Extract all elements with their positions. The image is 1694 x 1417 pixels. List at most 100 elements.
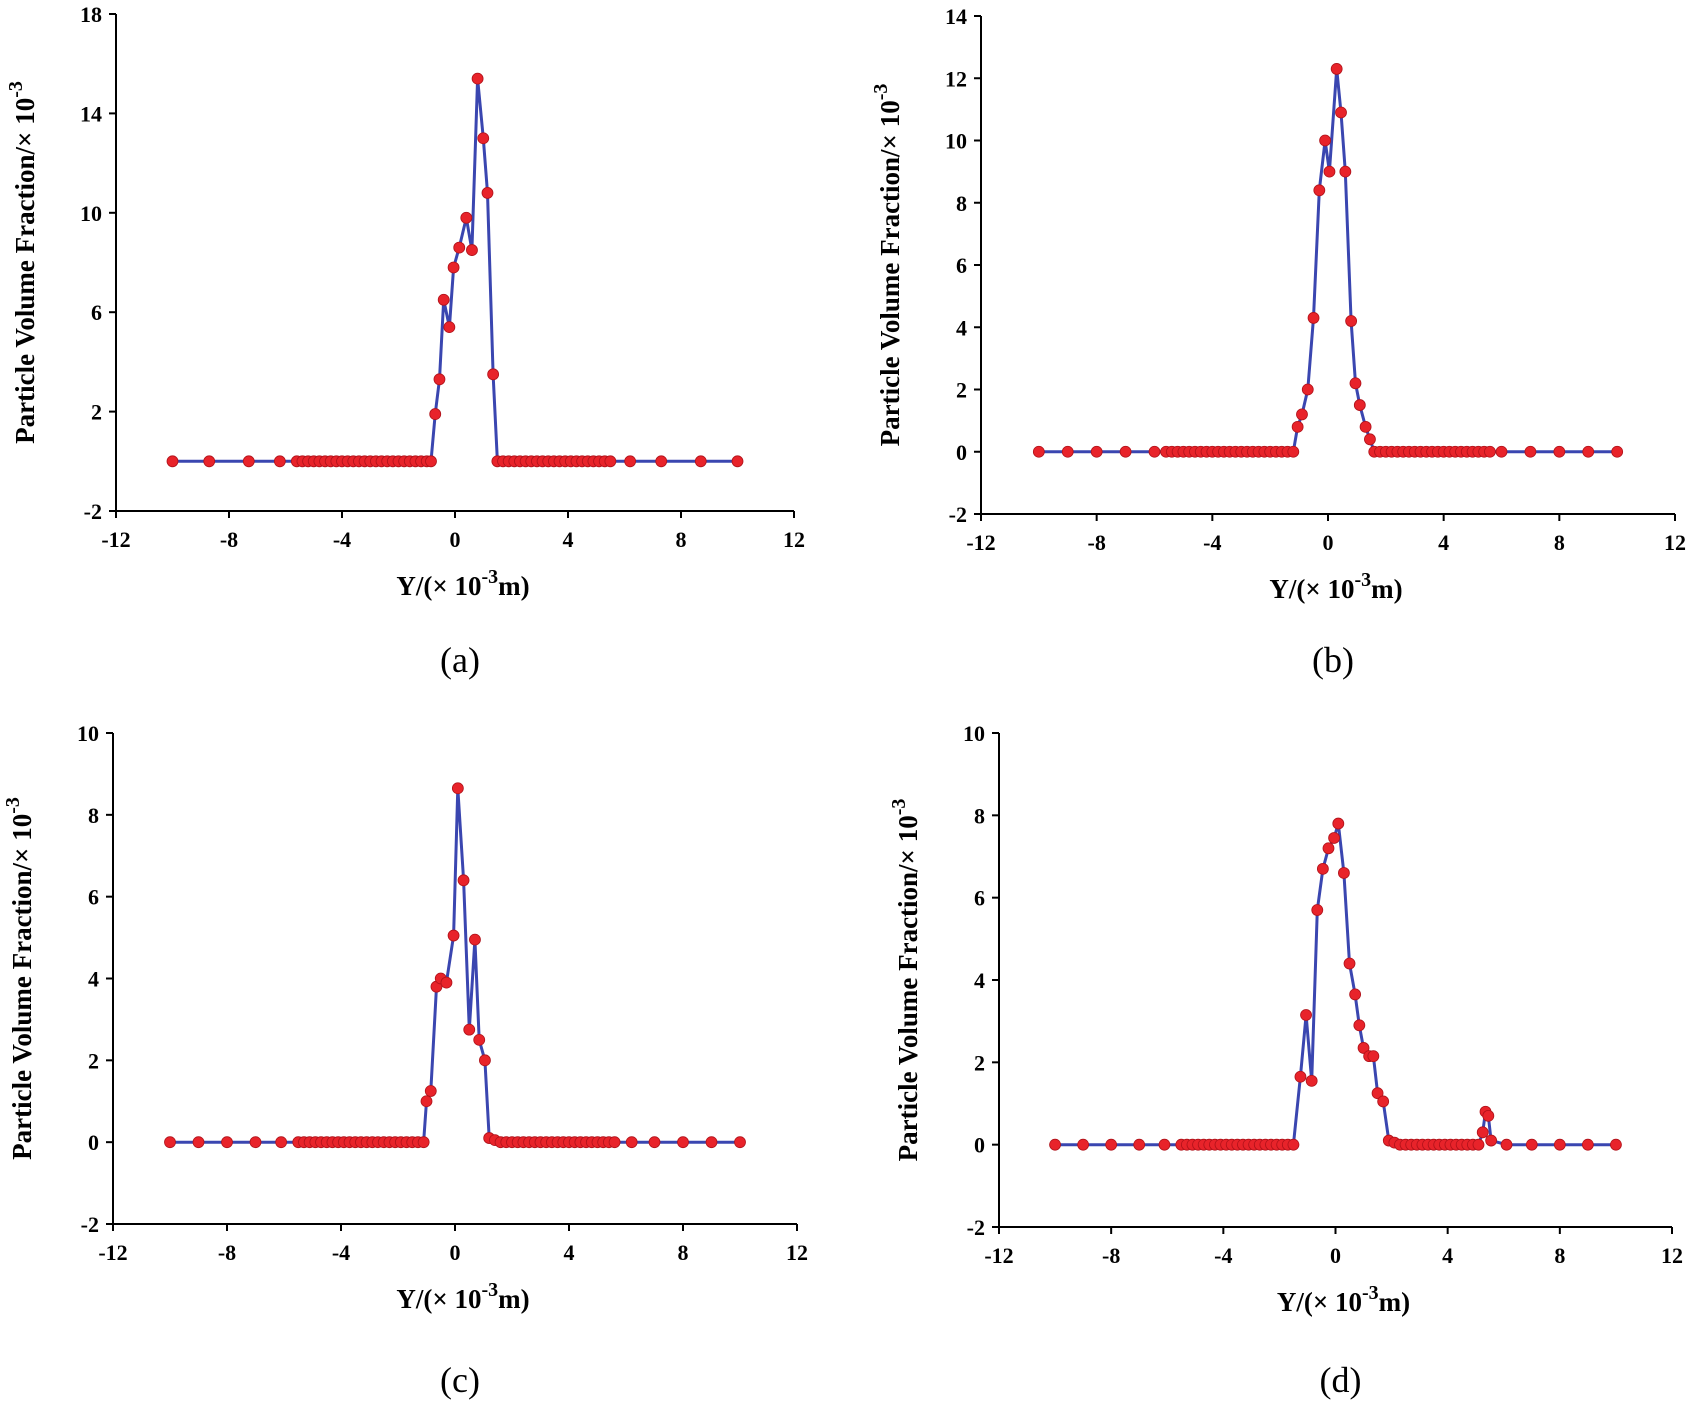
x-tick-label: 12 — [1661, 1243, 1683, 1268]
data-point — [487, 368, 500, 381]
data-point — [469, 933, 481, 946]
subplot-caption: (a) — [440, 640, 480, 680]
data-point — [1476, 1126, 1489, 1139]
y-tick-label: 6 — [88, 885, 99, 910]
series-line — [170, 788, 740, 1144]
data-point — [1307, 312, 1320, 324]
data-point — [655, 455, 668, 468]
y-tick-label: 8 — [974, 803, 985, 828]
data-point — [1581, 1138, 1594, 1151]
data-point — [447, 261, 460, 274]
x-tick-label: 0 — [1323, 530, 1334, 555]
data-point — [1323, 165, 1336, 178]
data-point — [1349, 377, 1362, 390]
data-point — [1377, 1095, 1390, 1108]
y-tick-label: 10 — [80, 201, 102, 226]
y-tick-label: 4 — [974, 968, 985, 993]
data-point — [1090, 445, 1103, 458]
data-point — [1133, 1138, 1146, 1151]
data-point — [624, 455, 637, 468]
data-point — [1500, 1138, 1513, 1151]
data-point — [1158, 1138, 1171, 1151]
data-point — [192, 1136, 205, 1149]
y-tick-label: 8 — [956, 191, 967, 216]
y-tick-label: 4 — [88, 967, 99, 992]
x-tick-label: 4 — [1442, 1243, 1453, 1268]
data-point — [1472, 1138, 1485, 1151]
data-point — [1525, 1138, 1538, 1151]
y-tick-label: 8 — [88, 803, 99, 828]
x-tick-label: 12 — [783, 527, 805, 552]
data-point — [425, 455, 437, 468]
x-axis-label: Y/(× 10-3m) — [1269, 569, 1402, 604]
data-point — [1300, 1009, 1312, 1021]
data-point — [451, 782, 464, 795]
data-point — [420, 1095, 433, 1108]
y-tick-label: -2 — [967, 1215, 985, 1240]
data-point — [433, 373, 446, 386]
data-point — [705, 1136, 718, 1149]
data-point — [440, 976, 453, 989]
subplot-caption: (c) — [440, 1360, 480, 1400]
subplot-caption: (b) — [1312, 640, 1354, 680]
data-point — [1291, 420, 1304, 433]
data-point — [1148, 445, 1161, 458]
data-point — [473, 1033, 486, 1046]
y-tick-label: 2 — [956, 378, 967, 403]
y-tick-label: 12 — [945, 66, 967, 91]
y-tick-label: 6 — [956, 253, 967, 278]
data-point — [1353, 1019, 1366, 1032]
data-point — [275, 1136, 288, 1149]
data-point — [734, 1136, 746, 1149]
x-axis-label: Y/(× 10-3m) — [396, 1279, 529, 1314]
y-label-sup: -3 — [870, 84, 892, 101]
x-tick-label: 8 — [1554, 1243, 1565, 1268]
data-point — [453, 241, 466, 254]
data-point — [1482, 1109, 1495, 1122]
data-point — [1296, 408, 1308, 421]
y-tick-label: 14 — [945, 4, 967, 29]
data-point — [1313, 184, 1326, 197]
x-label-end: m) — [1379, 1287, 1410, 1317]
y-tick-label: 10 — [945, 129, 967, 154]
x-tick-label: -12 — [98, 1240, 127, 1265]
data-point — [608, 1136, 621, 1149]
data-point — [1032, 445, 1045, 458]
data-point — [1553, 445, 1566, 458]
y-label-sup: -3 — [888, 799, 910, 816]
x-tick-label: -4 — [1214, 1243, 1232, 1268]
series-line — [1038, 68, 1618, 454]
data-point — [466, 244, 478, 256]
data-point — [479, 1054, 491, 1067]
data-point — [1343, 957, 1356, 970]
data-point — [1105, 1138, 1118, 1151]
x-axis-label: Y/(× 10-3m) — [396, 566, 529, 601]
data-point — [1553, 1138, 1566, 1151]
x-tick-label: 4 — [564, 1240, 575, 1265]
data-point — [1339, 165, 1352, 178]
x-tick-label: 4 — [1438, 530, 1449, 555]
data-point — [731, 455, 744, 468]
data-point — [273, 455, 286, 468]
x-label-end: m) — [498, 571, 529, 601]
x-tick-label: -8 — [220, 527, 238, 552]
x-tick-label: -12 — [984, 1243, 1013, 1268]
data-point — [1484, 445, 1496, 458]
y-axis-label: Particle Volume Fraction/× 10-3 — [870, 84, 905, 447]
x-label-end: m) — [1371, 574, 1402, 604]
data-point — [1364, 433, 1376, 446]
data-point — [443, 321, 456, 334]
y-tick-label: -2 — [949, 502, 967, 527]
data-point — [203, 455, 216, 468]
data-point — [694, 455, 707, 468]
data-point — [457, 874, 470, 887]
y-label-sup: -3 — [5, 81, 27, 98]
y-label-main: Particle Volume Fraction/× 10 — [10, 98, 40, 444]
data-point — [1287, 1138, 1300, 1151]
data-point — [1316, 862, 1329, 875]
x-label-main: Y/(× 10 — [1269, 574, 1354, 604]
y-label-main: Particle Volume Fraction/× 10 — [875, 100, 905, 446]
data-point — [1349, 988, 1362, 1001]
